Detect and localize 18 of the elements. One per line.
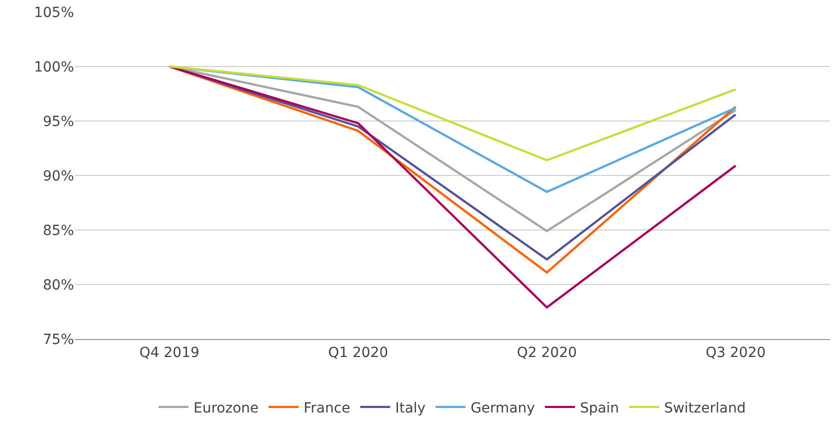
y-tick-label: 95% bbox=[42, 114, 74, 130]
y-tick-label: 100% bbox=[34, 59, 74, 76]
legend-label: Eurozone bbox=[194, 400, 259, 416]
y-tick-label: 75% bbox=[42, 332, 74, 348]
x-tick-label: Q1 2020 bbox=[328, 344, 388, 361]
y-tick-label: 80% bbox=[42, 277, 74, 294]
x-tick-label: Q4 2019 bbox=[139, 344, 200, 361]
legend-label: Germany bbox=[470, 400, 535, 416]
legend-label: Italy bbox=[395, 400, 426, 416]
line-series bbox=[168, 65, 737, 162]
x-tick-label: Q2 2020 bbox=[516, 344, 577, 361]
y-tick-label: 90% bbox=[42, 168, 74, 184]
legend-label: Spain bbox=[580, 400, 620, 416]
legend-label: Switzerland bbox=[664, 400, 746, 416]
x-tick-label: Q3 2020 bbox=[706, 344, 766, 361]
y-tick-label: 105% bbox=[34, 4, 74, 21]
y-tick-label: 85% bbox=[42, 222, 74, 239]
legend-label: France bbox=[304, 400, 350, 416]
